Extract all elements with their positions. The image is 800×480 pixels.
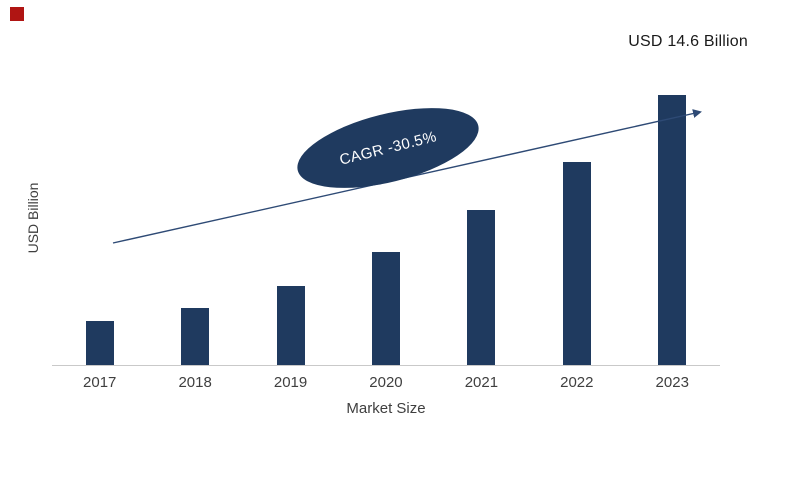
y-axis-label: USD Billion — [25, 182, 41, 254]
bar-2019 — [276, 286, 305, 365]
bar-column-2021 — [434, 210, 529, 365]
bar-2023 — [658, 95, 687, 365]
plot-area: 2017 2018 2019 2020 2021 2022 2023 — [52, 60, 720, 391]
bar-series — [52, 60, 720, 366]
bar-column-2020 — [338, 252, 433, 365]
x-tick-2017: 2017 — [83, 374, 117, 391]
x-tick-2023: 2023 — [655, 374, 689, 391]
x-tick-2022: 2022 — [560, 374, 594, 391]
bar-2018 — [181, 308, 210, 365]
bar-2021 — [467, 210, 496, 365]
x-tick-2020: 2020 — [369, 374, 403, 391]
x-tick-2019: 2019 — [273, 374, 308, 391]
bar-2020 — [371, 252, 400, 365]
x-axis-label: Market Size — [346, 400, 426, 417]
bar-column-2017 — [52, 321, 147, 365]
value-annotation-2023: USD 14.6 Billion — [628, 33, 748, 50]
bar-column-2019 — [243, 286, 338, 365]
bar-column-2022 — [529, 162, 624, 365]
x-tick-2018: 2018 — [178, 374, 212, 391]
brand-mark-square — [10, 7, 24, 21]
x-tick-2021: 2021 — [464, 374, 499, 391]
bar-2017 — [85, 321, 114, 365]
bar-2022 — [562, 162, 591, 365]
bar-column-2018 — [147, 308, 242, 365]
x-axis-ticks: 2017 2018 2019 2020 2021 2022 2023 — [52, 366, 720, 391]
bar-column-2023 — [625, 95, 720, 365]
